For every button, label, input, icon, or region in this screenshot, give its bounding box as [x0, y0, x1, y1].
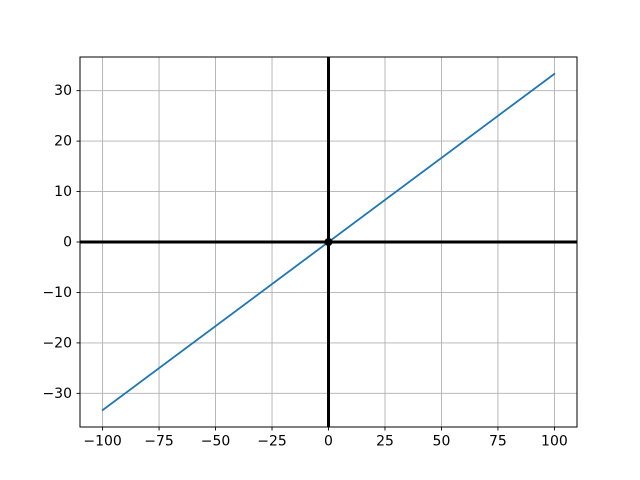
x-tick-label: −25	[257, 434, 287, 450]
x-tick-label: 100	[541, 434, 568, 450]
x-tick-label: 50	[433, 434, 451, 450]
y-tick-label: 10	[54, 184, 72, 200]
y-tick-label: −10	[42, 285, 72, 301]
x-tick-label: −50	[201, 434, 231, 450]
y-tick-label: 0	[63, 235, 72, 251]
x-tick-label: −100	[83, 434, 121, 450]
y-tick-label: 20	[54, 134, 72, 150]
y-tick-label: −20	[42, 335, 72, 351]
y-tick-label: −30	[42, 386, 72, 402]
y-tick-label: 30	[54, 83, 72, 99]
x-tick-label: 0	[324, 434, 333, 450]
origin-point	[324, 238, 333, 246]
x-tick-label: 25	[376, 434, 394, 450]
x-tick-label: −75	[144, 434, 174, 450]
x-tick-label: 75	[489, 434, 507, 450]
